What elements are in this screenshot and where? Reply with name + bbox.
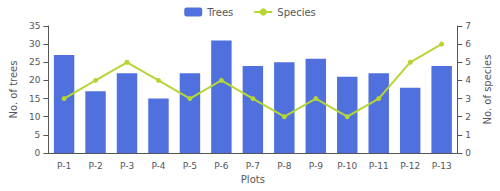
svg-text:15: 15: [29, 94, 40, 104]
svg-text:0: 0: [35, 148, 41, 158]
svg-text:20: 20: [29, 75, 41, 85]
svg-text:P-13: P-13: [432, 161, 452, 171]
svg-text:No. of species: No. of species: [482, 55, 493, 125]
svg-text:7: 7: [465, 21, 471, 31]
svg-text:P-6: P-6: [214, 161, 228, 171]
svg-text:P-4: P-4: [151, 161, 165, 171]
svg-text:25: 25: [29, 57, 40, 67]
svg-text:P-11: P-11: [369, 161, 389, 171]
svg-text:4: 4: [465, 75, 471, 85]
svg-text:30: 30: [29, 39, 41, 49]
svg-text:P-5: P-5: [183, 161, 197, 171]
svg-text:5: 5: [35, 130, 41, 140]
svg-text:P-3: P-3: [120, 161, 134, 171]
svg-text:P-10: P-10: [337, 161, 357, 171]
svg-text:6: 6: [465, 39, 471, 49]
svg-text:No. of trees: No. of trees: [8, 61, 19, 119]
svg-text:P-8: P-8: [277, 161, 291, 171]
svg-text:P-9: P-9: [309, 161, 323, 171]
svg-text:P-1: P-1: [57, 161, 71, 171]
svg-text:5: 5: [465, 57, 471, 67]
svg-text:10: 10: [29, 112, 41, 122]
svg-text:P-12: P-12: [400, 161, 420, 171]
svg-text:1: 1: [465, 130, 471, 140]
svg-text:P-7: P-7: [246, 161, 260, 171]
svg-text:0: 0: [465, 148, 471, 158]
svg-text:Species: Species: [277, 7, 316, 18]
svg-text:2: 2: [465, 112, 471, 122]
svg-text:35: 35: [29, 21, 40, 31]
svg-text:Trees: Trees: [206, 7, 233, 18]
svg-text:Plots: Plots: [241, 174, 265, 185]
svg-text:P-2: P-2: [88, 161, 102, 171]
svg-text:3: 3: [465, 94, 471, 104]
